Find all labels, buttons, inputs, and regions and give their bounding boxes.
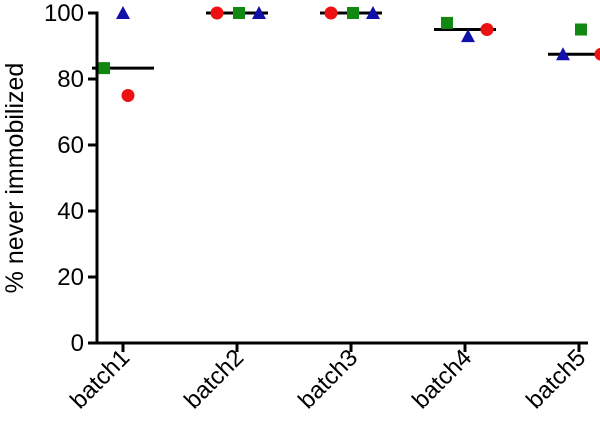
triangle-point-2	[366, 6, 380, 19]
x-axis-categories: batch1 batch2 batch3 batch4 batch5	[65, 343, 591, 414]
y-tick-label-4: 80	[57, 66, 84, 93]
x-category-label-1: batch2	[179, 344, 249, 414]
square-point-4	[575, 23, 587, 36]
y-axis-ticks: 0 20 40 60 80 100	[44, 0, 97, 357]
y-tick-label-2: 40	[57, 198, 84, 225]
y-tick-label-3: 60	[57, 132, 84, 159]
circle-point-3	[480, 23, 494, 36]
square-point-0	[98, 62, 110, 75]
y-tick-label-5: 100	[44, 0, 84, 27]
triangle-point-1	[252, 6, 266, 19]
x-category-label-4: batch5	[521, 344, 591, 414]
triangle-point-0	[116, 6, 130, 19]
circle-point-2	[324, 6, 338, 20]
triangle-point-3	[461, 29, 475, 43]
y-axis-title: % never immobilized	[1, 63, 29, 294]
y-tick-label-1: 20	[57, 264, 84, 291]
square-point-3	[441, 16, 453, 29]
mean-lines	[92, 11, 600, 70]
circle-point-1	[210, 6, 224, 20]
square-point-1	[233, 7, 245, 19]
data-points	[98, 6, 600, 102]
x-category-label-3: batch4	[407, 344, 477, 414]
square-point-2	[347, 7, 359, 19]
circle-point-4	[594, 47, 600, 61]
circle-point-0	[121, 89, 135, 102]
y-tick-label-0: 0	[71, 330, 84, 357]
x-category-label-2: batch3	[293, 344, 363, 414]
triangle-point-4	[556, 47, 570, 61]
